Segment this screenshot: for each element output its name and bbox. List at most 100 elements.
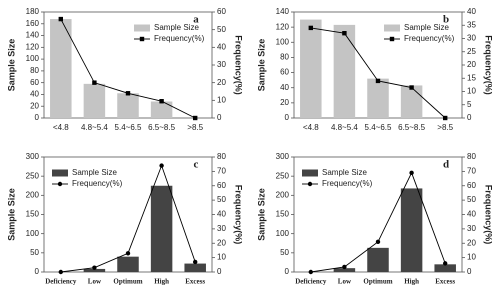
marker	[308, 25, 313, 31]
y2-axis-label: Frequency(%)	[234, 185, 244, 245]
bar	[400, 188, 423, 272]
y-tick-label: 160	[26, 19, 40, 28]
y-tick-label: 0	[35, 113, 40, 122]
y2-tick-label: 70	[467, 166, 476, 175]
y-tick-label: 20	[30, 101, 39, 110]
y-tick-label: 50	[30, 248, 39, 257]
marker	[92, 265, 97, 270]
y2-tick-label: 10	[217, 253, 226, 262]
legend-swatch	[52, 169, 68, 177]
y-tick-label: 100	[276, 229, 290, 238]
y2-tick-label: 50	[217, 195, 226, 204]
marker	[92, 80, 97, 85]
y2-tick-label: 50	[217, 25, 226, 34]
y-tick-label: 0	[285, 267, 290, 276]
marker	[139, 36, 145, 42]
x-tick-label: 6.5~8.5	[398, 123, 425, 132]
y2-tick-label: 60	[467, 181, 476, 190]
y2-tick-label: 10	[467, 253, 476, 262]
y-tick-label: 40	[280, 83, 289, 92]
y2-axis-label: Frequency(%)	[484, 185, 494, 245]
y2-tick-label: 0	[217, 267, 222, 276]
x-tick-label: <4.8	[53, 123, 69, 132]
y-tick-label: 300	[276, 152, 290, 161]
y2-tick-label: 30	[217, 60, 226, 69]
y-tick-label: 20	[280, 98, 289, 107]
y2-axis-label: Frequency(%)	[234, 35, 244, 95]
x-tick-label: Optimum	[113, 278, 142, 286]
bar	[367, 247, 389, 272]
y2-tick-label: 10	[467, 87, 476, 96]
y-tick-label: 150	[26, 210, 40, 219]
y-tick-label: 180	[26, 7, 40, 16]
x-tick-label: 4.8~5.4	[331, 123, 358, 132]
legend-label: Frequency(%)	[404, 34, 455, 43]
marker	[159, 99, 164, 104]
legend-label: Sample Size	[322, 168, 367, 177]
bar	[184, 263, 206, 272]
y-tick-label: 120	[276, 22, 290, 31]
bar	[400, 85, 423, 118]
y2-tick-label: 10	[217, 95, 226, 104]
marker	[125, 91, 131, 96]
y-tick-label: 100	[276, 37, 290, 46]
marker	[58, 269, 63, 275]
marker	[443, 261, 448, 266]
x-tick-label: 5.4~6.5	[365, 123, 392, 132]
y2-tick-label: 40	[467, 210, 476, 219]
marker	[342, 264, 347, 270]
legend-label: Frequency(%)	[322, 179, 373, 188]
marker	[375, 78, 381, 84]
y-tick-label: 80	[280, 53, 289, 62]
bar	[117, 93, 139, 118]
y2-tick-label: 20	[467, 238, 476, 247]
x-tick-label: Low	[88, 278, 102, 286]
y-tick-label: 0	[285, 113, 290, 122]
legend-label: Sample Size	[404, 23, 449, 32]
marker	[193, 259, 198, 265]
x-tick-label: Optimum	[363, 278, 392, 286]
bar	[367, 78, 389, 118]
bar	[83, 268, 106, 272]
bar	[434, 264, 456, 272]
y2-tick-label: 30	[217, 224, 226, 233]
y2-tick-label: 20	[467, 60, 476, 69]
y2-tick-label: 60	[217, 7, 226, 16]
legend-label: Sample Size	[154, 23, 199, 32]
y2-tick-label: 40	[217, 210, 226, 219]
y2-tick-label: 20	[217, 238, 226, 247]
y-tick-label: 250	[276, 171, 290, 180]
x-tick-label: Excess	[435, 278, 455, 286]
bar	[83, 83, 106, 118]
x-tick-label: 4.8~5.4	[81, 123, 108, 132]
x-tick-label: High	[154, 278, 169, 286]
y-axis-label: Sample Size	[256, 188, 266, 241]
legend-swatch	[384, 24, 400, 32]
legend-swatch	[302, 169, 318, 177]
y-tick-label: 120	[26, 42, 40, 51]
y-tick-label: 250	[26, 171, 40, 180]
marker	[58, 16, 63, 22]
x-tick-label: 5.4~6.5	[115, 123, 142, 132]
bar	[333, 268, 356, 272]
x-tick-label: 6.5~8.5	[148, 123, 175, 132]
y-tick-label: 80	[30, 66, 39, 75]
legend-swatch	[134, 24, 150, 32]
y2-tick-label: 5	[467, 100, 472, 109]
panel-label: b	[443, 14, 449, 26]
marker	[307, 181, 313, 187]
marker	[125, 251, 131, 256]
y2-tick-label: 30	[467, 34, 476, 43]
y2-tick-label: 80	[467, 152, 476, 161]
marker	[308, 269, 313, 275]
y-axis-label: Sample Size	[6, 188, 16, 241]
y-tick-label: 100	[26, 229, 40, 238]
y2-tick-label: 40	[467, 7, 476, 16]
x-tick-label: Deficiency	[295, 278, 327, 286]
marker	[443, 115, 448, 121]
y2-tick-label: 20	[217, 78, 226, 87]
y2-tick-label: 60	[217, 181, 226, 190]
x-tick-label: <4.8	[303, 123, 319, 132]
legend-label: Frequency(%)	[154, 34, 205, 43]
bar	[300, 19, 322, 119]
